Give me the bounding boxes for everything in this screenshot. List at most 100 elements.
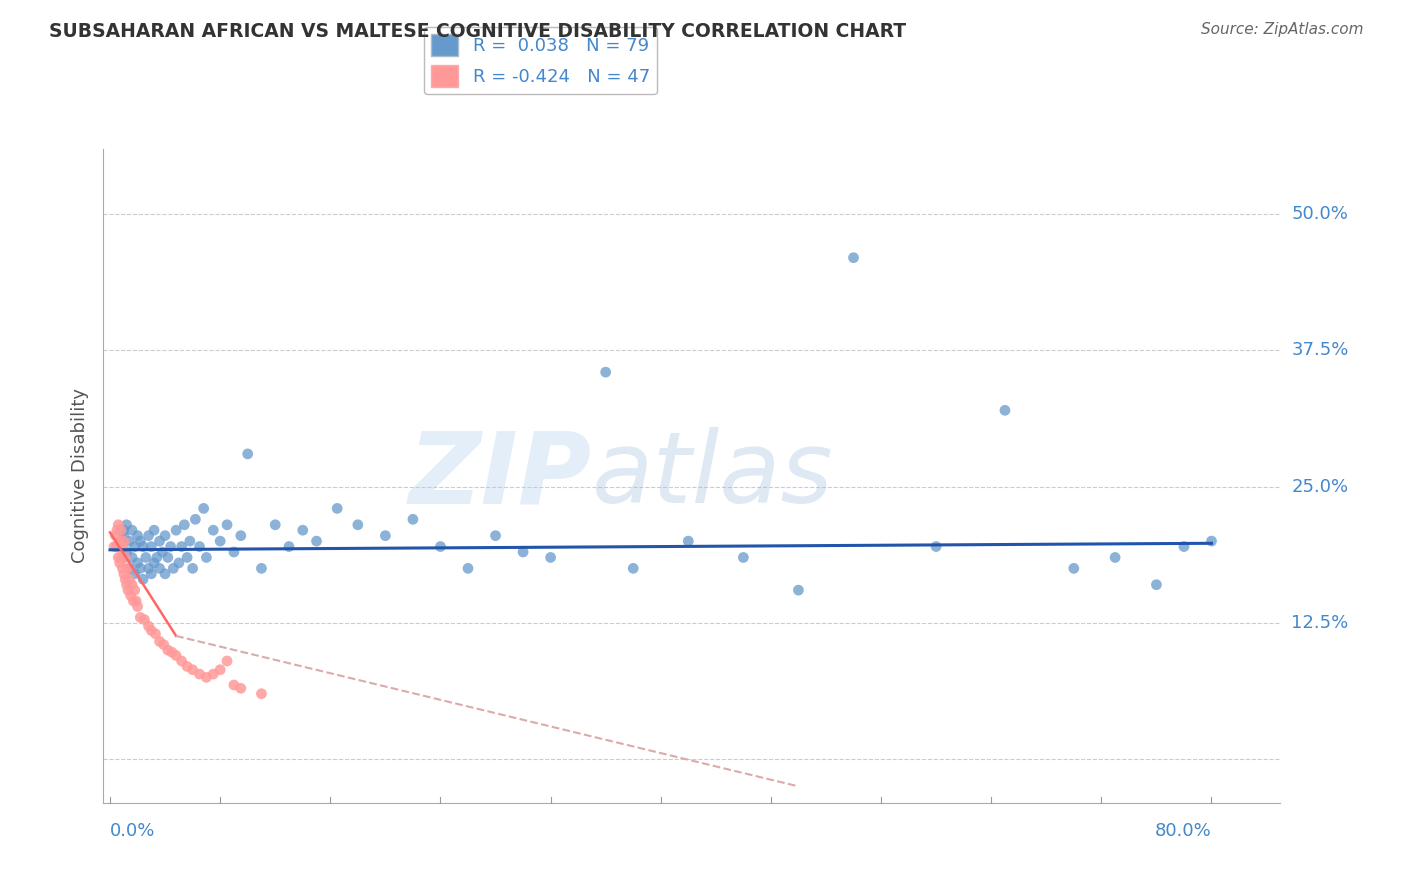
Point: [117, 561, 139, 575]
Point: [181, 663, 204, 677]
Point: [129, 534, 152, 549]
Point: [176, 659, 198, 673]
Point: [143, 556, 166, 570]
Point: [1063, 561, 1085, 575]
Point: [103, 540, 125, 554]
Point: [429, 540, 451, 554]
Point: [291, 523, 314, 537]
Point: [188, 667, 211, 681]
Text: 50.0%: 50.0%: [1292, 205, 1348, 223]
Point: [229, 529, 252, 543]
Point: [118, 561, 141, 575]
Point: [250, 561, 273, 575]
Point: [202, 523, 225, 537]
Point: [156, 643, 179, 657]
Point: [108, 556, 131, 570]
Point: [122, 594, 145, 608]
Point: [141, 624, 163, 638]
Text: Source: ZipAtlas.com: Source: ZipAtlas.com: [1201, 22, 1364, 37]
Point: [173, 517, 195, 532]
Point: [112, 523, 135, 537]
Point: [148, 634, 170, 648]
Point: [236, 447, 259, 461]
Point: [110, 523, 132, 537]
Point: [181, 561, 204, 575]
Point: [153, 529, 176, 543]
Point: [733, 550, 755, 565]
Point: [146, 550, 169, 565]
Point: [1144, 578, 1167, 592]
Point: [179, 534, 201, 549]
Point: [994, 403, 1017, 417]
Point: [110, 534, 132, 549]
Point: [402, 512, 425, 526]
Point: [141, 540, 163, 554]
Point: [167, 556, 190, 570]
Point: [678, 534, 700, 549]
Point: [145, 626, 167, 640]
Point: [127, 599, 149, 614]
Point: [184, 512, 207, 526]
Text: 12.5%: 12.5%: [1292, 614, 1348, 632]
Point: [111, 561, 134, 575]
Point: [595, 365, 617, 379]
Point: [112, 566, 135, 581]
Point: [117, 583, 139, 598]
Point: [124, 583, 146, 598]
Point: [193, 501, 215, 516]
Point: [222, 678, 245, 692]
Point: [170, 654, 193, 668]
Point: [124, 566, 146, 581]
Point: [1104, 550, 1126, 565]
Point: [264, 517, 287, 532]
Point: [112, 529, 135, 543]
Point: [121, 578, 143, 592]
Point: [138, 619, 160, 633]
Point: [1173, 540, 1195, 554]
Point: [156, 550, 179, 565]
Point: [1201, 534, 1223, 549]
Point: [143, 523, 166, 537]
Point: [215, 654, 238, 668]
Text: SUBSAHARAN AFRICAN VS MALTESE COGNITIVE DISABILITY CORRELATION CHART: SUBSAHARAN AFRICAN VS MALTESE COGNITIVE …: [49, 22, 907, 41]
Point: [195, 550, 218, 565]
Point: [305, 534, 328, 549]
Point: [110, 550, 132, 565]
Point: [326, 501, 349, 516]
Point: [165, 523, 187, 537]
Point: [112, 550, 135, 565]
Point: [512, 545, 534, 559]
Point: [111, 540, 134, 554]
Point: [132, 540, 155, 554]
Y-axis label: Cognitive Disability: Cognitive Disability: [72, 388, 89, 563]
Point: [115, 545, 138, 559]
Point: [229, 681, 252, 696]
Point: [176, 550, 198, 565]
Point: [148, 534, 170, 549]
Point: [347, 517, 370, 532]
Point: [159, 540, 181, 554]
Point: [134, 613, 156, 627]
Point: [209, 663, 232, 677]
Point: [108, 534, 131, 549]
Point: [127, 529, 149, 543]
Point: [129, 610, 152, 624]
Point: [484, 529, 506, 543]
Point: [135, 550, 157, 565]
Point: [120, 589, 142, 603]
Point: [152, 638, 174, 652]
Point: [124, 540, 146, 554]
Point: [138, 529, 160, 543]
Point: [118, 534, 141, 549]
Point: [787, 583, 810, 598]
Point: [114, 572, 136, 586]
Point: [188, 540, 211, 554]
Point: [209, 534, 232, 549]
Point: [104, 529, 127, 543]
Point: [114, 550, 136, 565]
Point: [115, 578, 138, 592]
Point: [141, 566, 163, 581]
Point: [148, 561, 170, 575]
Text: atlas: atlas: [592, 427, 834, 524]
Point: [925, 540, 948, 554]
